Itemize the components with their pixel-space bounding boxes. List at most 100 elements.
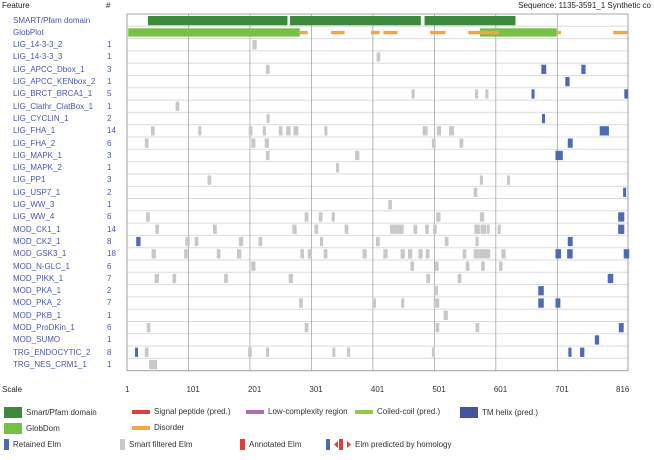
- smart-filtered-elm-mark: [304, 323, 309, 333]
- smart-filtered-elm-mark: [175, 101, 180, 111]
- legend-item: Signal peptide (pred.): [132, 407, 231, 416]
- feature-label[interactable]: LIG_14-3-3_2: [13, 40, 63, 50]
- feature-count: 7: [107, 273, 112, 283]
- feature-label[interactable]: MOD_PKA_2: [13, 298, 62, 308]
- smart-filtered-elm-mark: [251, 138, 256, 148]
- feature-label[interactable]: MOD_PIKK_1: [13, 273, 64, 283]
- legend-label: Smart filtered Elm: [129, 440, 193, 449]
- feature-label[interactable]: MOD_SUMO: [13, 335, 61, 345]
- feature-count: 1: [107, 310, 112, 320]
- feature-label[interactable]: LIG_BRCT_BRCA1_1: [13, 89, 93, 99]
- feature-label[interactable]: LIG_APCC_KENbox_2: [13, 77, 96, 86]
- smart-filtered-elm-mark: [198, 126, 202, 136]
- feature-label[interactable]: LIG_FHA_1: [13, 126, 56, 136]
- feature-label[interactable]: LIG_14-3-3_3: [13, 52, 63, 62]
- feature-label[interactable]: LIG_PP1: [13, 175, 46, 185]
- sequence-title: Sequence: 1135-3591_1 Synthetic co: [518, 1, 651, 10]
- smart-filtered-elm-mark: [258, 236, 263, 247]
- feature-label[interactable]: MOD_GSK3_1: [13, 249, 67, 259]
- smart-filtered-elm-mark: [293, 126, 299, 136]
- retained-elm-mark: [541, 64, 547, 74]
- feature-count: 2: [107, 286, 112, 296]
- smart-filtered-elm-mark: [252, 40, 257, 50]
- retained-elm-mark: [555, 249, 561, 259]
- feature-label[interactable]: LIG_WW_3: [13, 200, 55, 209]
- feature-label[interactable]: MOD_N-GLC_1: [13, 261, 70, 271]
- smart-filtered-elm-mark: [144, 347, 149, 357]
- legend-item: Disorder: [132, 423, 184, 432]
- disorder-segment: [556, 30, 561, 35]
- retained-elm-mark: [555, 150, 563, 161]
- smart-filtered-elm-mark: [150, 126, 155, 136]
- feature-label[interactable]: LIG_CYCLIN_1: [13, 113, 69, 123]
- feature-label[interactable]: MOD_ProDKin_1: [13, 323, 75, 332]
- scale-tick-label: 701: [555, 385, 569, 394]
- feature-count: 1: [107, 163, 112, 173]
- smart-filtered-elm-mark: [473, 249, 480, 259]
- feature-label[interactable]: MOD_CK2_1: [13, 236, 61, 246]
- smart-filtered-elm-mark: [344, 224, 349, 234]
- retained-elm-mark: [580, 347, 585, 357]
- smart-filtered-elm-mark: [407, 249, 413, 259]
- disorder-segment: [371, 30, 380, 35]
- feature-label[interactable]: MOD_CK1_1: [13, 224, 61, 234]
- smart-filtered-elm-mark: [425, 249, 430, 259]
- retained-elm-mark: [565, 77, 570, 87]
- smart-filtered-elm-mark: [154, 273, 159, 284]
- legend-swatch-mark: [120, 439, 125, 450]
- feature-label[interactable]: LIG_MAPK_1: [13, 150, 62, 160]
- smart-filtered-elm-mark: [390, 224, 395, 234]
- feature-label[interactable]: LIG_USP7_1: [13, 187, 61, 197]
- feature-label[interactable]: TRG_ENDOCYTIC_2: [13, 347, 91, 357]
- retained-elm-mark: [618, 224, 625, 234]
- feature-label[interactable]: GlobPlot: [13, 27, 44, 37]
- legend-label: Retained Elm: [13, 440, 62, 449]
- feature-label[interactable]: LIG_MAPK_2: [13, 163, 62, 173]
- smart-filtered-elm-mark: [474, 89, 479, 99]
- feature-column-header: Feature: [2, 1, 30, 10]
- feature-count: 1: [107, 101, 112, 111]
- feature-label[interactable]: LIG_Clathr_ClatBox_1: [13, 101, 94, 111]
- feature-label[interactable]: LIG_WW_4: [13, 212, 55, 222]
- retained-elm-mark: [581, 64, 586, 74]
- smart-filtered-elm-mark: [318, 212, 323, 222]
- legend-item: Elm predicted by homology: [325, 439, 452, 450]
- smart-pfam-domain-bar: [289, 16, 421, 26]
- smart-filtered-elm-mark: [336, 163, 340, 173]
- scale-tick-label: 301: [309, 385, 323, 394]
- legend-label: Disorder: [154, 423, 185, 432]
- feature-label[interactable]: TRG_NES_CRM1_1: [13, 359, 87, 369]
- smart-filtered-elm-mark: [146, 323, 151, 333]
- feature-label[interactable]: SMART/Pfam domain: [13, 15, 91, 25]
- smart-filtered-elm-mark: [304, 212, 309, 222]
- smart-filtered-elm-mark: [411, 89, 415, 99]
- smart-filtered-elm-mark: [224, 273, 228, 284]
- feature-label[interactable]: MOD_PKA_1: [13, 286, 62, 296]
- smart-filtered-elm-mark: [475, 323, 480, 333]
- smart-filtered-elm-mark: [376, 52, 381, 62]
- smart-filtered-elm-mark: [331, 212, 335, 222]
- legend-swatch-line: [132, 409, 150, 414]
- feature-count: 3: [107, 175, 112, 185]
- smart-filtered-elm-mark: [431, 138, 436, 148]
- smart-filtered-elm-mark: [383, 249, 388, 259]
- retained-elm-mark: [618, 323, 624, 333]
- scale-tick-label: 201: [247, 385, 262, 394]
- feature-label[interactable]: LIG_APCC_Dbox_1: [13, 64, 85, 74]
- smart-filtered-elm-mark: [479, 249, 491, 259]
- feature-label[interactable]: LIG_FHA_2: [13, 138, 56, 148]
- smart-filtered-elm-mark: [172, 273, 177, 284]
- disorder-segment: [331, 30, 345, 35]
- feature-count: 1: [107, 200, 112, 209]
- legend-item: Annotated Elm: [240, 439, 301, 450]
- legend-swatch-line: [246, 409, 264, 414]
- smart-filtered-elm-mark: [400, 249, 405, 259]
- feature-label[interactable]: MOD_PKB_1: [13, 310, 62, 320]
- smart-filtered-elm-mark: [300, 249, 305, 259]
- smart-filtered-elm-mark: [238, 236, 244, 247]
- smart-filtered-elm-mark: [237, 249, 242, 259]
- smart-filtered-elm-mark: [286, 126, 291, 136]
- smart-filtered-elm-mark: [265, 64, 270, 74]
- smart-filtered-elm-mark: [485, 89, 489, 99]
- legend-item: Low-complexity region: [246, 407, 348, 416]
